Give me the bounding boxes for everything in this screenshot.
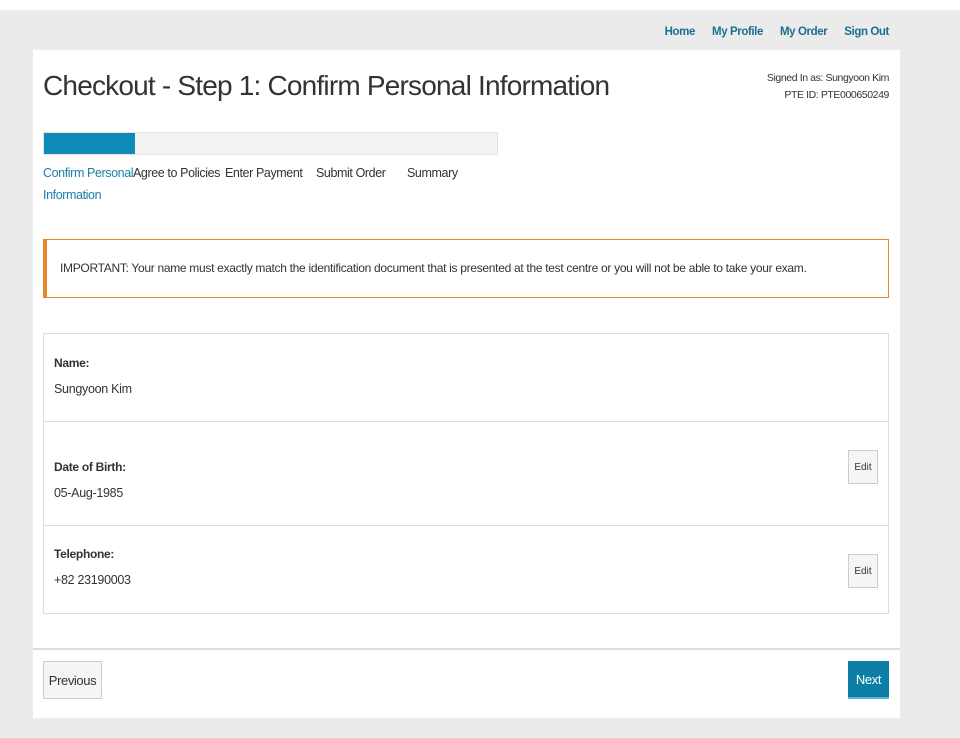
progress-bar xyxy=(43,132,498,155)
field-value: Sungyoon Kim xyxy=(54,382,132,396)
nav-my-profile-link[interactable]: My Profile xyxy=(712,26,763,38)
previous-button[interactable]: Previous xyxy=(43,661,102,699)
nav-sign-out-link[interactable]: Sign Out xyxy=(844,26,889,38)
page-title: Checkout - Step 1: Confirm Personal Info… xyxy=(43,70,610,101)
field-value: 05-Aug-1985 xyxy=(54,486,123,500)
checkout-card: Checkout - Step 1: Confirm Personal Info… xyxy=(33,50,900,718)
field-row-dob: Date of Birth: 05-Aug-1985 Edit xyxy=(44,422,888,526)
important-alert: IMPORTANT: Your name must exactly match … xyxy=(43,239,889,298)
field-row-telephone: Telephone: +82 23190003 Edit xyxy=(44,526,888,613)
field-label: Telephone: xyxy=(54,547,115,561)
step-enter-payment: Enter Payment xyxy=(225,166,303,180)
step-submit-order: Submit Order xyxy=(316,166,386,180)
next-button[interactable]: Next xyxy=(848,661,889,699)
step-label: Confirm Personal xyxy=(43,166,134,180)
top-nav: Home My Profile My Order Sign Out xyxy=(664,26,890,38)
footer-divider xyxy=(33,648,900,650)
progress-fill xyxy=(44,133,135,154)
nav-my-order-link[interactable]: My Order xyxy=(779,26,828,38)
user-info: Signed In as: Sungyoon Kim PTE ID: PTE00… xyxy=(766,70,890,104)
field-value: +82 23190003 xyxy=(54,573,131,587)
nav-home-link[interactable]: Home xyxy=(664,26,696,38)
signed-in-as: Signed In as: Sungyoon Kim xyxy=(766,72,890,84)
step-confirm-personal: Confirm Personal Information xyxy=(43,162,134,206)
edit-telephone-button[interactable]: Edit xyxy=(848,554,878,588)
personal-info-panel: Name: Sungyoon Kim Date of Birth: 05-Aug… xyxy=(43,333,889,614)
step-agree-policies: Agree to Policies xyxy=(133,166,220,180)
edit-dob-button[interactable]: Edit xyxy=(848,450,878,484)
field-label: Date of Birth: xyxy=(54,460,126,474)
step-label-line2: Information xyxy=(43,188,102,202)
top-strip xyxy=(0,0,960,10)
pte-id: PTE ID: PTE000650249 xyxy=(784,89,889,101)
step-summary: Summary xyxy=(407,166,458,180)
field-label: Name: xyxy=(54,356,90,370)
field-row-name: Name: Sungyoon Kim xyxy=(44,334,888,422)
